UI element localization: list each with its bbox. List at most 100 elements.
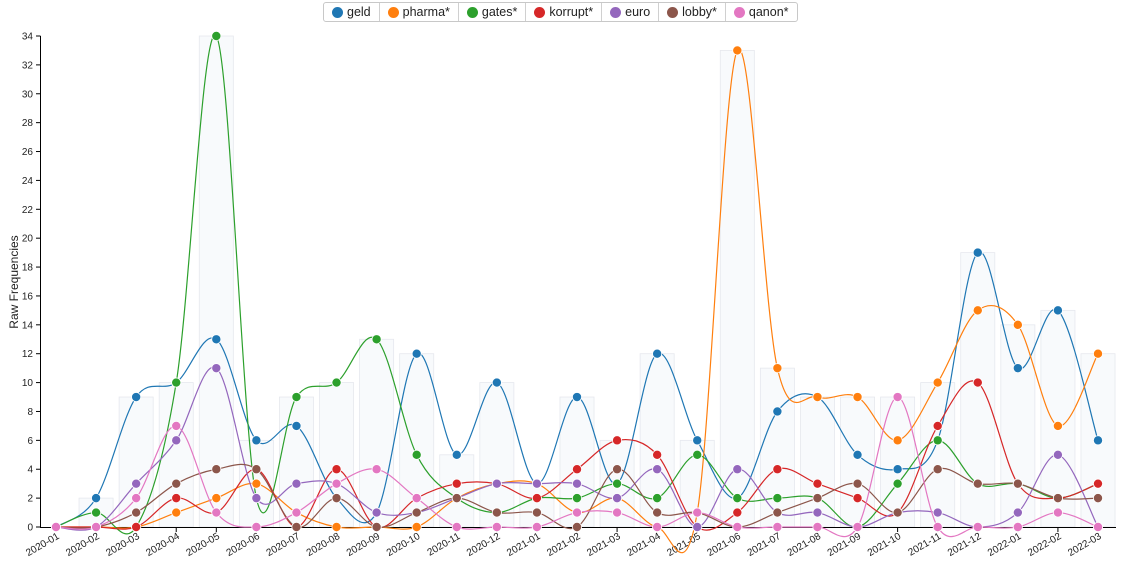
data-point-0-13[interactable] — [572, 392, 583, 403]
data-point-6-8[interactable] — [371, 464, 382, 475]
data-point-5-5[interactable] — [251, 464, 262, 475]
data-point-5-23[interactable] — [972, 478, 983, 489]
legend-item-5[interactable]: lobby* — [659, 3, 726, 21]
data-point-5-25[interactable] — [1052, 493, 1063, 504]
data-point-3-18[interactable] — [772, 464, 783, 475]
data-point-4-13[interactable] — [572, 478, 583, 489]
data-point-6-12[interactable] — [531, 522, 542, 533]
data-point-4-25[interactable] — [1052, 449, 1063, 460]
data-point-3-20[interactable] — [852, 493, 863, 504]
data-point-0-21[interactable] — [892, 464, 903, 475]
data-point-0-11[interactable] — [491, 377, 502, 388]
legend-item-6[interactable]: qanon* — [726, 3, 797, 21]
data-point-5-20[interactable] — [852, 478, 863, 489]
data-point-5-8[interactable] — [371, 522, 382, 533]
legend-item-1[interactable]: pharma* — [380, 3, 459, 21]
data-point-5-15[interactable] — [652, 507, 663, 518]
data-point-2-1[interactable] — [91, 507, 102, 518]
data-point-3-26[interactable] — [1093, 478, 1104, 489]
data-point-1-18[interactable] — [772, 363, 783, 374]
data-point-4-8[interactable] — [371, 507, 382, 518]
data-point-5-4[interactable] — [211, 464, 222, 475]
data-point-2-8[interactable] — [371, 334, 382, 345]
data-point-6-18[interactable] — [772, 522, 783, 533]
data-point-1-23[interactable] — [972, 305, 983, 316]
data-point-0-23[interactable] — [972, 247, 983, 258]
data-point-2-17[interactable] — [732, 493, 743, 504]
data-point-4-24[interactable] — [1012, 507, 1023, 518]
data-point-1-9[interactable] — [411, 522, 422, 533]
data-point-3-2[interactable] — [131, 522, 142, 533]
data-point-0-16[interactable] — [692, 435, 703, 446]
data-point-0-10[interactable] — [451, 449, 462, 460]
data-point-0-9[interactable] — [411, 348, 422, 359]
data-point-2-15[interactable] — [652, 493, 663, 504]
data-point-3-13[interactable] — [572, 464, 583, 475]
data-point-0-26[interactable] — [1093, 435, 1104, 446]
data-point-2-3[interactable] — [171, 377, 182, 388]
data-point-6-2[interactable] — [131, 493, 142, 504]
legend-item-0[interactable]: geld — [324, 3, 380, 21]
data-point-1-21[interactable] — [892, 435, 903, 446]
data-point-0-18[interactable] — [772, 406, 783, 417]
data-point-1-24[interactable] — [1012, 319, 1023, 330]
data-point-4-22[interactable] — [932, 507, 943, 518]
data-point-4-2[interactable] — [131, 478, 142, 489]
data-point-4-5[interactable] — [251, 493, 262, 504]
data-point-6-19[interactable] — [812, 522, 823, 533]
data-point-6-22[interactable] — [932, 522, 943, 533]
data-point-6-7[interactable] — [331, 478, 342, 489]
data-point-1-5[interactable] — [251, 478, 262, 489]
data-point-4-11[interactable] — [491, 478, 502, 489]
data-point-3-22[interactable] — [932, 420, 943, 431]
data-point-5-11[interactable] — [491, 507, 502, 518]
data-point-0-2[interactable] — [131, 392, 142, 403]
data-point-0-5[interactable] — [251, 435, 262, 446]
data-point-4-15[interactable] — [652, 464, 663, 475]
data-point-6-26[interactable] — [1093, 522, 1104, 533]
data-point-1-3[interactable] — [171, 507, 182, 518]
data-point-4-3[interactable] — [171, 435, 182, 446]
data-point-5-12[interactable] — [531, 507, 542, 518]
data-point-2-18[interactable] — [772, 493, 783, 504]
data-point-5-3[interactable] — [171, 478, 182, 489]
data-point-1-26[interactable] — [1093, 348, 1104, 359]
data-point-3-17[interactable] — [732, 507, 743, 518]
data-point-6-21[interactable] — [892, 392, 903, 403]
data-point-6-16[interactable] — [692, 507, 703, 518]
data-point-1-19[interactable] — [812, 392, 823, 403]
data-point-6-25[interactable] — [1052, 507, 1063, 518]
data-point-4-19[interactable] — [812, 507, 823, 518]
data-point-2-21[interactable] — [892, 478, 903, 489]
data-point-6-11[interactable] — [491, 522, 502, 533]
data-point-5-24[interactable] — [1012, 478, 1023, 489]
data-point-5-6[interactable] — [291, 522, 302, 533]
data-point-1-22[interactable] — [932, 377, 943, 388]
data-point-1-4[interactable] — [211, 493, 222, 504]
data-point-1-7[interactable] — [331, 522, 342, 533]
data-point-6-6[interactable] — [291, 507, 302, 518]
data-point-3-15[interactable] — [652, 449, 663, 460]
data-point-3-10[interactable] — [451, 478, 462, 489]
data-point-4-12[interactable] — [531, 478, 542, 489]
data-point-0-4[interactable] — [211, 334, 222, 345]
data-point-2-14[interactable] — [612, 478, 623, 489]
data-point-3-14[interactable] — [612, 435, 623, 446]
data-point-3-12[interactable] — [531, 493, 542, 504]
data-point-5-19[interactable] — [812, 493, 823, 504]
data-point-4-6[interactable] — [291, 478, 302, 489]
data-point-6-17[interactable] — [732, 522, 743, 533]
data-point-5-2[interactable] — [131, 507, 142, 518]
data-point-2-22[interactable] — [932, 435, 943, 446]
data-point-2-9[interactable] — [411, 449, 422, 460]
data-point-3-7[interactable] — [331, 464, 342, 475]
data-point-1-20[interactable] — [852, 392, 863, 403]
data-point-5-21[interactable] — [892, 507, 903, 518]
data-point-6-5[interactable] — [251, 522, 262, 533]
data-point-6-20[interactable] — [852, 522, 863, 533]
data-point-0-25[interactable] — [1052, 305, 1063, 316]
data-point-0-24[interactable] — [1012, 363, 1023, 374]
data-point-6-10[interactable] — [451, 522, 462, 533]
data-point-2-16[interactable] — [692, 449, 703, 460]
data-point-0-20[interactable] — [852, 449, 863, 460]
